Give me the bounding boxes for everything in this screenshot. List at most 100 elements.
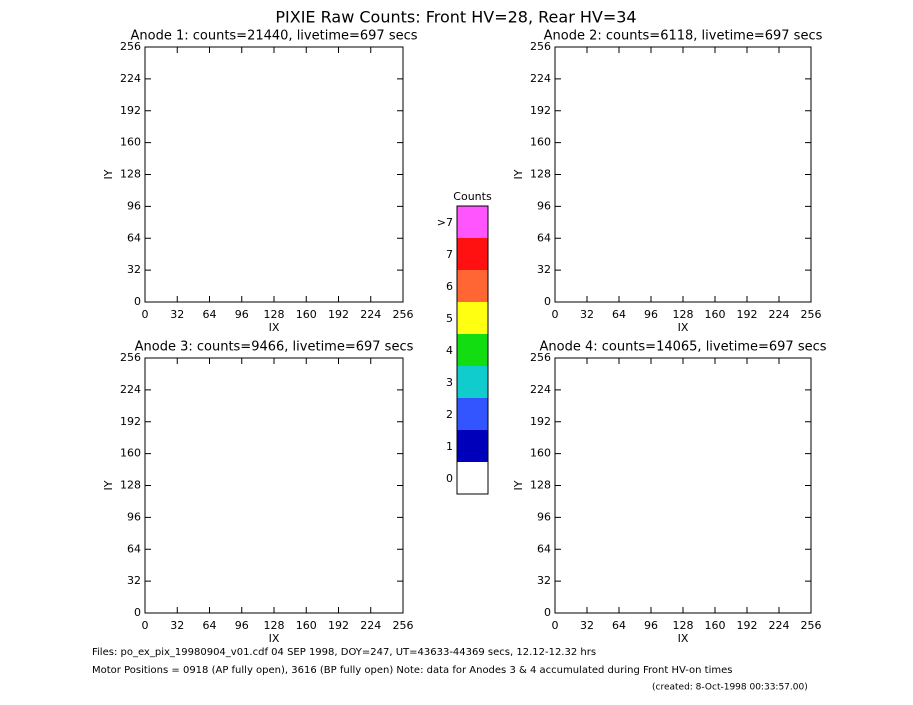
y-tick-label: 32 <box>127 574 141 587</box>
x-tick-label: 64 <box>203 619 217 632</box>
y-tick-label: 256 <box>530 40 551 53</box>
x-tick-label: 160 <box>705 308 726 321</box>
y-tick-label: 224 <box>530 383 551 396</box>
colorbar-tick-label: 6 <box>446 280 453 293</box>
main-title: PIXIE Raw Counts: Front HV=28, Rear HV=3… <box>275 8 636 27</box>
colorbar-swatch <box>457 238 488 270</box>
y-tick-label: 160 <box>120 136 141 149</box>
panel-title: Anode 2: counts=6118, livetime=697 secs <box>544 29 823 44</box>
y-tick-label: 32 <box>127 263 141 276</box>
y-tick-label: 256 <box>530 351 551 364</box>
x-tick-label: 32 <box>170 308 184 321</box>
x-tick-label: 64 <box>612 308 626 321</box>
x-tick-label: 160 <box>296 308 317 321</box>
x-tick-label: 0 <box>552 308 559 321</box>
footer-created: (created: 8-Oct-1998 00:33:57.00) <box>652 683 808 693</box>
colorbar-tick-label: >7 <box>437 216 453 229</box>
y-tick-label: 0 <box>134 295 141 308</box>
footer-files: Files: po_ex_pix_19980904_v01.cdf 04 SEP… <box>92 647 596 658</box>
y-tick-label: 96 <box>537 199 551 212</box>
colorbar-swatch <box>457 334 488 366</box>
x-tick-label: 64 <box>203 308 217 321</box>
x-tick-label: 32 <box>580 619 594 632</box>
x-tick-label: 0 <box>142 308 149 321</box>
x-axis-label: IX <box>678 632 689 645</box>
colorbar-tick-label: 3 <box>446 376 453 389</box>
colorbar-tick-label: 1 <box>446 440 453 453</box>
x-tick-label: 160 <box>705 619 726 632</box>
y-tick-label: 0 <box>544 606 551 619</box>
x-tick-label: 32 <box>170 619 184 632</box>
y-tick-label: 96 <box>127 510 141 523</box>
x-tick-label: 192 <box>328 308 349 321</box>
x-tick-label: 128 <box>673 619 694 632</box>
colorbar-swatch <box>457 462 488 494</box>
colorbar-swatch <box>457 302 488 334</box>
x-tick-label: 256 <box>801 308 822 321</box>
footer-motor: Motor Positions = 0918 (AP fully open), … <box>92 665 732 676</box>
y-tick-label: 96 <box>127 199 141 212</box>
x-tick-label: 224 <box>360 308 381 321</box>
y-tick-label: 96 <box>537 510 551 523</box>
panel-title: Anode 1: counts=21440, livetime=697 secs <box>130 29 417 44</box>
colorbar-tick-label: 0 <box>446 472 453 485</box>
x-tick-label: 224 <box>769 619 790 632</box>
x-tick-label: 256 <box>801 619 822 632</box>
panel-title: Anode 3: counts=9466, livetime=697 secs <box>135 340 414 355</box>
y-axis-label: IY <box>102 169 115 179</box>
y-tick-label: 160 <box>530 447 551 460</box>
x-tick-label: 224 <box>360 619 381 632</box>
colorbar-swatch <box>457 270 488 302</box>
y-tick-label: 256 <box>120 351 141 364</box>
x-tick-label: 0 <box>552 619 559 632</box>
x-tick-label: 128 <box>264 308 285 321</box>
colorbar-swatch <box>457 430 488 462</box>
y-tick-label: 192 <box>120 104 141 117</box>
plot-frame <box>144 46 404 303</box>
colorbar-swatch <box>457 398 488 430</box>
x-tick-label: 256 <box>393 619 414 632</box>
plot-frame <box>144 357 404 614</box>
y-tick-label: 256 <box>120 40 141 53</box>
y-tick-label: 128 <box>530 479 551 492</box>
panel-title: Anode 4: counts=14065, livetime=697 secs <box>539 340 826 355</box>
y-tick-label: 32 <box>537 574 551 587</box>
y-tick-label: 128 <box>120 168 141 181</box>
x-tick-label: 0 <box>142 619 149 632</box>
x-tick-label: 224 <box>769 308 790 321</box>
y-tick-label: 64 <box>537 231 551 244</box>
plot-frame <box>554 46 812 303</box>
y-axis-label: IY <box>102 480 115 490</box>
plot-frame <box>554 357 812 614</box>
x-tick-label: 192 <box>737 308 758 321</box>
y-axis-label: IY <box>512 480 525 490</box>
colorbar-tick-label: 4 <box>446 344 453 357</box>
y-axis-label: IY <box>512 169 525 179</box>
x-tick-label: 96 <box>644 308 658 321</box>
x-tick-label: 64 <box>612 619 626 632</box>
colorbar-tick-label: 7 <box>446 248 453 261</box>
y-tick-label: 192 <box>530 415 551 428</box>
x-axis-label: IX <box>269 632 280 645</box>
y-tick-label: 224 <box>530 72 551 85</box>
y-tick-label: 0 <box>134 606 141 619</box>
y-tick-label: 128 <box>120 479 141 492</box>
x-tick-label: 192 <box>737 619 758 632</box>
x-tick-label: 128 <box>264 619 285 632</box>
x-tick-label: 96 <box>235 308 249 321</box>
y-tick-label: 128 <box>530 168 551 181</box>
colorbar-tick-label: 5 <box>446 312 453 325</box>
x-tick-label: 160 <box>296 619 317 632</box>
colorbar-swatch <box>457 366 488 398</box>
colorbar-frame <box>456 205 489 495</box>
y-tick-label: 32 <box>537 263 551 276</box>
y-tick-label: 192 <box>530 104 551 117</box>
y-tick-label: 64 <box>127 231 141 244</box>
x-axis-label: IX <box>678 321 689 334</box>
colorbar-swatch <box>457 206 488 238</box>
x-axis-label: IX <box>269 321 280 334</box>
y-tick-label: 160 <box>120 447 141 460</box>
x-tick-label: 32 <box>580 308 594 321</box>
colorbar-tick-label: 2 <box>446 408 453 421</box>
